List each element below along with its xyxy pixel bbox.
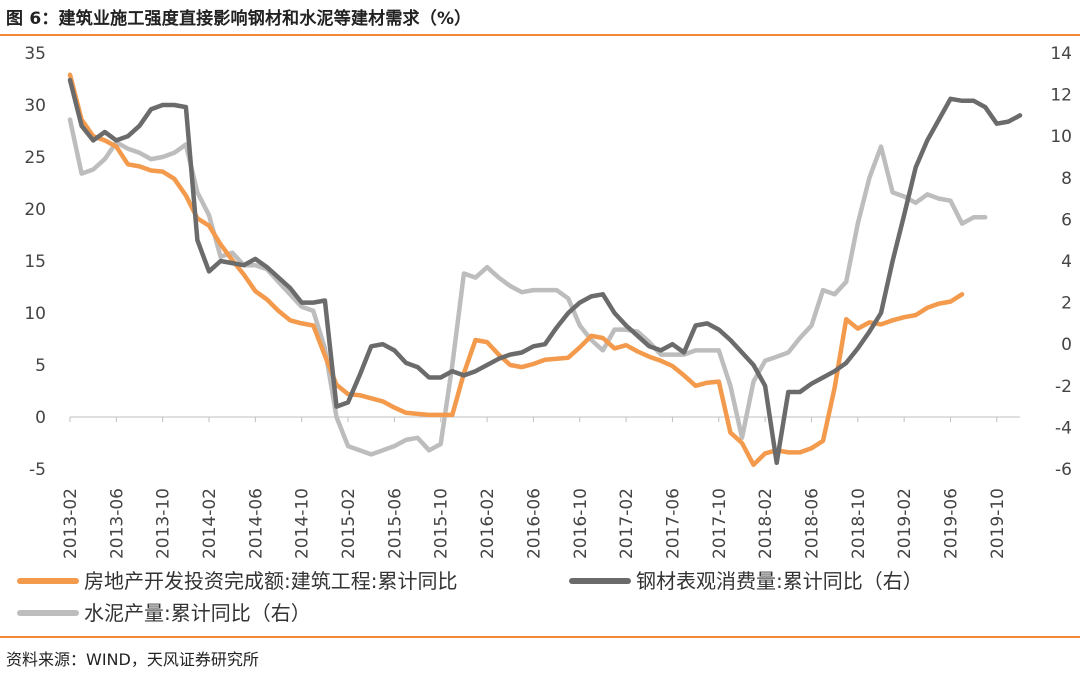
- y-left-tick-label: 10: [24, 304, 46, 324]
- x-tick-label: 2017-02: [617, 488, 637, 559]
- y-right-tick-label: 10: [1050, 127, 1072, 147]
- chart-title: 图 6：建筑业施工强度直接影响钢材和水泥等建材需求（%）: [6, 9, 472, 29]
- series-layer: [67, 72, 1023, 468]
- y-left-tick-label: -5: [29, 460, 46, 480]
- x-tick-label: 2019-06: [941, 488, 961, 559]
- y-left-tick-label: 0: [35, 408, 46, 428]
- footer-divider: [0, 636, 1080, 638]
- y-right-tick-label: 2: [1061, 294, 1072, 314]
- x-tick-label: 2018-02: [756, 488, 776, 559]
- x-tick-label: 2015-10: [432, 488, 452, 559]
- x-tick-label: 2015-06: [385, 488, 405, 559]
- x-tick-label: 2016-10: [571, 488, 591, 559]
- x-tick-label: 2013-02: [61, 488, 81, 559]
- x-tick-label: 2013-10: [154, 488, 174, 559]
- y-right-tick-label: -6: [1055, 460, 1072, 480]
- line-chart: -5 0 5 10 15 20 25 30 35 -6 -4 -2 0 2 4 6 8 10 12 14 2013-02…: [17, 44, 1072, 625]
- y-right-tick-label: 6: [1061, 210, 1072, 230]
- x-tick-label: 2018-06: [802, 488, 822, 559]
- y-left-tick-label: 20: [24, 200, 46, 220]
- x-tick-label: 2014-10: [293, 488, 313, 559]
- series-line-1: [67, 72, 965, 468]
- y-right-tick-label: 4: [1061, 252, 1072, 272]
- y-right-tick-label: 0: [1061, 335, 1072, 355]
- legend-label-2: 钢材表观消费量:累计同比（右）: [636, 569, 923, 593]
- y-right-tick-label: -2: [1055, 377, 1072, 397]
- y-left-tick-label: 25: [24, 148, 46, 168]
- x-tick-label: 2019-10: [988, 488, 1008, 559]
- y-right-tick-label: 14: [1050, 44, 1072, 64]
- x-tick-label: 2016-02: [478, 488, 498, 559]
- x-tick-label: 2016-06: [524, 488, 544, 559]
- y-right-tick-label: 12: [1050, 86, 1072, 106]
- y-left-tick-label: 15: [24, 252, 46, 272]
- x-tick-label: 2015-02: [339, 488, 359, 559]
- series-line-2: [67, 77, 1023, 466]
- legend-label-1: 房地产开发投资完成额:建筑工程:累计同比: [84, 569, 457, 593]
- y-right-tick-label: 8: [1061, 169, 1072, 189]
- y-right-tick-label: -4: [1055, 418, 1072, 438]
- x-tick-label: 2017-10: [710, 488, 730, 559]
- y-left-tick-label: 5: [35, 356, 46, 376]
- x-tick-label: 2019-02: [895, 488, 915, 559]
- axes-layer: -5 0 5 10 15 20 25 30 35 -6 -4 -2 0 2 4 6 8 10 12 14 2013-02…: [24, 44, 1072, 559]
- x-tick-label: 2017-06: [663, 488, 683, 559]
- title-divider: [0, 34, 1080, 36]
- legend-label-3: 水泥产量:累计同比（右）: [84, 601, 311, 625]
- legend: 房地产开发投资完成额:建筑工程:累计同比 钢材表观消费量:累计同比（右） 水泥产量:…: [17, 569, 923, 625]
- x-tick-label: 2018-10: [849, 488, 869, 559]
- y-left-tick-label: 35: [24, 44, 46, 64]
- series-line-3: [67, 117, 988, 457]
- source-note: 资料来源：WIND，天风证券研究所: [6, 650, 259, 669]
- x-tick-label: 2014-02: [200, 488, 220, 559]
- x-tick-label: 2014-06: [246, 488, 266, 559]
- x-tick-label: 2013-06: [107, 488, 127, 559]
- y-left-tick-label: 30: [24, 96, 46, 116]
